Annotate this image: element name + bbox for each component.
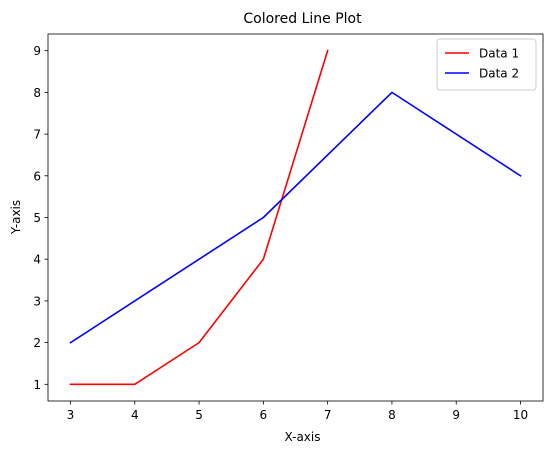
y-tick-label: 5 bbox=[33, 211, 41, 225]
series-layer bbox=[69, 49, 522, 386]
y-tick-label: 9 bbox=[33, 44, 41, 58]
series-line-1 bbox=[69, 49, 329, 386]
y-axis-label: Y-axis bbox=[9, 200, 23, 235]
y-tick-label: 2 bbox=[33, 336, 41, 350]
x-tick-label: 8 bbox=[388, 408, 396, 422]
ticks-layer: 3 4 5 6 7 8 9 10 1 2 3 4 5 6 7 8 9 bbox=[33, 44, 528, 422]
x-axis-label: X-axis bbox=[285, 430, 321, 444]
y-tick-label: 4 bbox=[33, 253, 41, 267]
x-tick-label: 6 bbox=[260, 408, 268, 422]
x-tick-label: 10 bbox=[513, 408, 528, 422]
legend-label-1: Data 1 bbox=[479, 47, 519, 61]
x-tick-label: 9 bbox=[452, 408, 460, 422]
y-tick-label: 6 bbox=[33, 169, 41, 183]
y-tick-label: 7 bbox=[33, 128, 41, 142]
y-tick-label: 8 bbox=[33, 86, 41, 100]
x-tick-label: 7 bbox=[324, 408, 332, 422]
legend: Data 1 Data 2 bbox=[436, 38, 537, 91]
y-tick-label: 1 bbox=[33, 378, 41, 392]
chart-title: Colored Line Plot bbox=[243, 11, 362, 27]
x-tick-label: 5 bbox=[195, 408, 203, 422]
legend-label-2: Data 2 bbox=[479, 67, 519, 81]
y-tick-label: 3 bbox=[33, 294, 41, 308]
x-tick-label: 3 bbox=[67, 408, 75, 422]
x-tick-label: 4 bbox=[131, 408, 139, 422]
series-line-2 bbox=[69, 91, 522, 344]
legend-box bbox=[436, 38, 537, 91]
